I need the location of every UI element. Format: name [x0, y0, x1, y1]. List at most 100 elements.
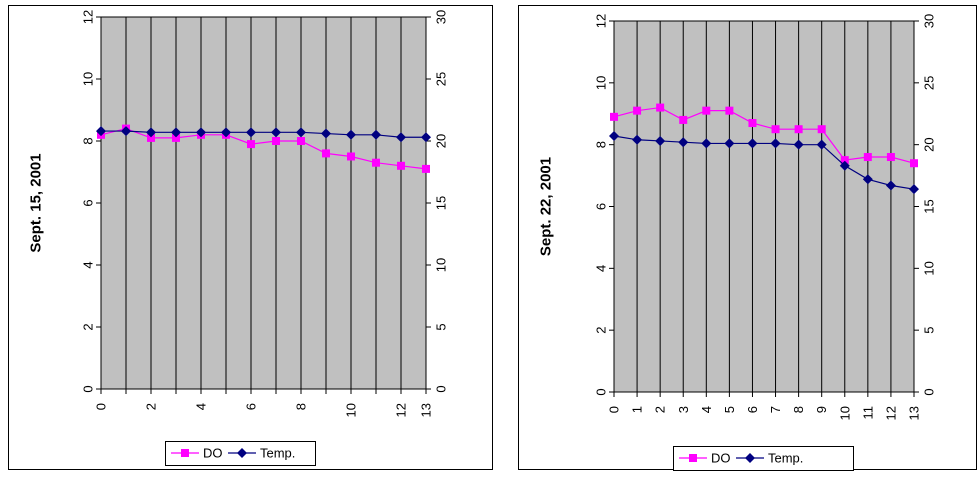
- x-tick-label: 0: [94, 403, 109, 410]
- data-point-temp: [724, 138, 735, 149]
- data-point-temp: [655, 135, 666, 146]
- data-point-do: [272, 137, 280, 145]
- legend-marker-do: [689, 454, 697, 462]
- data-point-do: [702, 106, 711, 115]
- data-point-temp: [246, 127, 256, 138]
- data-point-do: [771, 125, 780, 134]
- data-point-temp: [96, 126, 106, 137]
- data-point-do: [725, 106, 734, 115]
- x-tick-label: 3: [676, 406, 691, 413]
- y2-tick-label: 0: [434, 385, 449, 392]
- data-point-do: [397, 161, 405, 170]
- y2-tick-label: 25: [434, 72, 449, 86]
- x-tick-label: 5: [722, 406, 737, 413]
- y-axis-label: Sept. 15, 2001: [27, 153, 44, 252]
- data-point-temp: [909, 184, 919, 195]
- data-point-do: [147, 133, 155, 142]
- y-axis-label: Sept. 22, 2001: [537, 157, 554, 256]
- data-point-temp: [747, 138, 758, 149]
- data-point-do: [910, 159, 918, 168]
- data-point-do: [297, 137, 305, 145]
- series-line-do: [100, 127, 427, 170]
- x-tick-label: 13: [419, 403, 434, 417]
- legend-label: DO: [203, 446, 223, 461]
- y2-tick-label: 25: [922, 76, 937, 90]
- y-tick-label: 4: [594, 265, 609, 272]
- x-tick-label: 12: [883, 406, 898, 420]
- legend-label: Temp.: [260, 446, 295, 461]
- y-tick-label: 0: [81, 385, 96, 392]
- y-tick-label: 6: [81, 199, 96, 206]
- x-tick-label: 0: [607, 406, 622, 413]
- y2-tick-label: 15: [434, 196, 449, 210]
- legend-label: DO: [711, 451, 731, 466]
- x-tick-label: 13: [907, 406, 922, 420]
- data-point-temp: [346, 129, 356, 140]
- legend-label: Temp.: [768, 451, 803, 466]
- x-tick-label: 4: [194, 403, 209, 410]
- x-tick-label: 2: [144, 403, 159, 410]
- x-tick-label: 4: [699, 406, 714, 413]
- y-tick-label: 2: [594, 327, 609, 334]
- data-point-do: [748, 119, 757, 128]
- x-tick-label: 12: [394, 403, 409, 417]
- data-point-temp: [862, 174, 873, 185]
- y-tick-label: 12: [81, 10, 96, 24]
- data-point-do: [372, 158, 380, 167]
- legend-marker-temp: [745, 453, 755, 463]
- data-point-temp: [770, 138, 781, 149]
- y-tick-label: 0: [594, 388, 609, 395]
- data-point-do: [172, 133, 180, 142]
- data-point-do: [347, 152, 355, 161]
- data-point-temp: [609, 131, 619, 142]
- y2-tick-label: 5: [434, 323, 449, 330]
- x-tick-label: 11: [860, 406, 875, 420]
- y2-tick-label: 30: [434, 10, 449, 24]
- data-point-temp: [839, 160, 850, 171]
- x-tick-label: 10: [344, 403, 359, 417]
- legend-marker-temp: [237, 448, 247, 458]
- data-point-temp: [146, 127, 156, 138]
- x-tick-label: 6: [745, 406, 760, 413]
- data-point-do: [633, 106, 642, 115]
- y2-tick-label: 15: [922, 199, 937, 213]
- y-tick-label: 12: [594, 14, 609, 28]
- plot-area: [613, 20, 915, 393]
- data-point-temp: [296, 127, 306, 138]
- x-tick-label: 7: [768, 406, 783, 413]
- y-tick-label: 4: [81, 261, 96, 268]
- y-tick-label: 2: [81, 323, 96, 330]
- y-tick-label: 10: [81, 72, 96, 86]
- data-point-do: [610, 112, 618, 121]
- data-point-do: [247, 140, 255, 149]
- chart-sept-15: 0 2 4 6 8 10 12 0 5 10 15 20 25 30 0 2 4 6 8 10 12 13 Sept. 15…: [8, 5, 493, 470]
- y-tick-label: 6: [594, 203, 609, 210]
- data-point-do: [422, 164, 430, 173]
- data-point-temp: [121, 126, 131, 137]
- data-point-temp: [793, 139, 804, 150]
- data-point-temp: [678, 137, 689, 148]
- y2-tick-label: 20: [434, 134, 449, 148]
- y2-tick-label: 10: [922, 261, 937, 275]
- data-point-do: [817, 125, 826, 134]
- data-point-do: [679, 115, 688, 124]
- legend: DO Temp.: [165, 441, 316, 466]
- y2-tick-label: 0: [922, 388, 937, 395]
- data-point-temp: [371, 129, 381, 140]
- x-tick-label: 6: [244, 403, 259, 410]
- data-point-do: [794, 125, 803, 134]
- data-point-temp: [196, 127, 206, 138]
- x-tick-label: 8: [791, 406, 806, 413]
- legend: DO Temp.: [673, 446, 854, 471]
- data-point-temp: [816, 139, 827, 150]
- x-tick-label: 8: [294, 403, 309, 410]
- data-point-do: [840, 156, 849, 165]
- data-point-temp: [885, 180, 896, 191]
- y2-tick-label: 20: [922, 137, 937, 151]
- data-point-do: [886, 153, 895, 162]
- data-point-temp: [421, 132, 431, 143]
- x-tick-label: 1: [630, 406, 645, 413]
- data-point-do: [322, 149, 330, 158]
- x-tick-label: 10: [837, 406, 852, 420]
